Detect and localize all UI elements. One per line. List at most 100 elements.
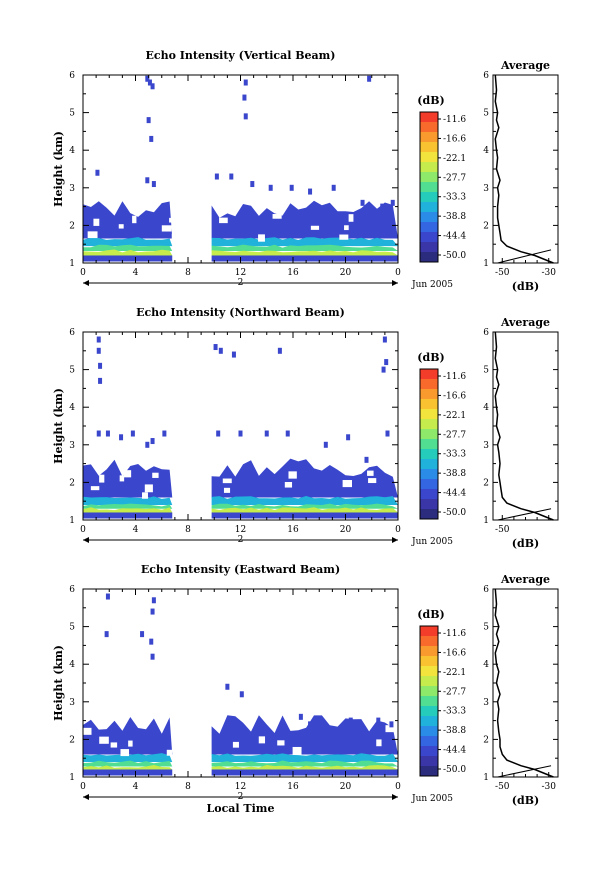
echo-cell <box>150 438 155 445</box>
x-tick-label: 12 <box>235 782 246 792</box>
echo-cell <box>243 79 248 86</box>
average-y-tick-label: 1 <box>483 773 489 783</box>
echo-cell <box>147 79 152 86</box>
colorbar-swatch <box>420 686 438 697</box>
colorbar-swatch <box>420 696 438 707</box>
echo-cell <box>140 631 145 638</box>
echo-gap <box>118 224 124 229</box>
month-label: Jun 2005 <box>411 537 453 547</box>
echo-base-strip <box>211 769 398 776</box>
colorbar-swatch <box>420 162 438 173</box>
echo-gap <box>376 739 382 747</box>
echo-gap <box>368 478 377 484</box>
x-tick-label: 0 <box>395 782 401 792</box>
average-x-tick-label: -30 <box>541 268 556 278</box>
x-axis-label: Local Time <box>207 802 275 815</box>
colorbar-swatch <box>420 152 438 163</box>
y-tick-label: 6 <box>69 328 75 338</box>
x-tick-label: 0 <box>395 525 401 535</box>
colorbar-tick-label: -44.4 <box>443 489 466 499</box>
x-tick-label: 8 <box>185 782 191 792</box>
average-y-tick-label: 6 <box>483 71 489 81</box>
echo-cell <box>250 181 255 188</box>
x-tick-label: 16 <box>287 525 299 535</box>
echo-cell <box>216 430 221 437</box>
x-tick-label: 20 <box>340 525 352 535</box>
echo-layer <box>211 244 398 251</box>
echo-cell <box>384 359 389 366</box>
colorbar-tick-label: -27.7 <box>443 687 466 697</box>
echo-cell <box>268 184 273 191</box>
average-title: Average <box>500 316 550 329</box>
echo-layer <box>83 244 173 251</box>
echo-layer <box>83 237 173 247</box>
day-label: 2 <box>238 278 244 288</box>
colorbar-swatch <box>420 409 438 420</box>
colorbar-swatch <box>420 676 438 687</box>
echo-cell <box>382 336 387 343</box>
echo-layer <box>83 765 173 770</box>
echo-cell <box>360 199 365 206</box>
echo-gap <box>99 474 105 483</box>
echo-cell <box>150 608 155 615</box>
echo-gap <box>87 231 98 239</box>
colorbar-unit: (dB) <box>417 608 444 621</box>
colorbar-tick-label: -22.1 <box>443 411 466 421</box>
colorbar-tick-label: -44.4 <box>443 232 466 242</box>
day-arrow-right <box>392 794 398 800</box>
colorbar-swatch <box>420 509 438 520</box>
average-y-tick-label: 2 <box>483 221 489 231</box>
x-tick-label: 0 <box>395 268 401 278</box>
echo-gap <box>272 214 282 219</box>
y-tick-label: 3 <box>69 184 75 194</box>
echo-layer <box>211 765 398 770</box>
colorbar-swatch <box>420 232 438 243</box>
average-title: Average <box>500 59 550 72</box>
echo-cell <box>95 169 100 176</box>
colorbar-swatch <box>420 419 438 430</box>
average-x-tick-label: -50 <box>495 268 510 278</box>
day-label: 2 <box>238 792 244 802</box>
x-tick-label: 16 <box>287 782 299 792</box>
colorbar-tick-label: -16.6 <box>443 391 466 401</box>
echo-cell <box>323 441 328 448</box>
y-tick-label: 5 <box>69 366 75 376</box>
echo-cell <box>381 366 386 373</box>
echo-gap <box>279 740 284 746</box>
echo-layer <box>211 250 398 256</box>
echo-gap <box>284 482 293 488</box>
colorbar-swatch <box>420 766 438 777</box>
colorbar-swatch <box>420 122 438 133</box>
colorbar-tick-label: -33.3 <box>443 450 466 460</box>
x-tick-label: 0 <box>80 782 86 792</box>
colorbar-tick-label: -11.6 <box>443 115 466 125</box>
colorbar-swatch <box>420 449 438 460</box>
day-label: 2 <box>238 535 244 545</box>
echo-gap <box>169 217 177 223</box>
echo-gap <box>258 234 265 242</box>
echo-gap <box>123 470 132 478</box>
echo-cell <box>96 430 101 437</box>
day-arrow-left <box>83 280 89 286</box>
noise-level-line <box>497 249 552 264</box>
echo-gap <box>288 471 297 479</box>
y-tick-label: 5 <box>69 109 75 119</box>
colorbar-tick-label: -22.1 <box>443 668 466 678</box>
average-y-tick-label: 3 <box>483 698 489 708</box>
colorbar-swatch <box>420 756 438 767</box>
y-tick-label: 1 <box>69 773 75 783</box>
echo-cell <box>225 683 230 690</box>
colorbar-swatch <box>420 439 438 450</box>
echo-cell <box>105 430 110 437</box>
echo-layer <box>83 760 173 767</box>
colorbar-tick-label: -38.8 <box>443 469 466 479</box>
echo-cell <box>380 203 385 210</box>
colorbar-swatch <box>420 746 438 757</box>
echo-gap <box>119 475 125 482</box>
average-x-tick-label: -50 <box>495 782 510 792</box>
y-tick-label: 6 <box>69 585 75 595</box>
echo-layer <box>83 496 173 505</box>
echo-cell <box>243 113 248 120</box>
echo-cell <box>98 362 103 369</box>
